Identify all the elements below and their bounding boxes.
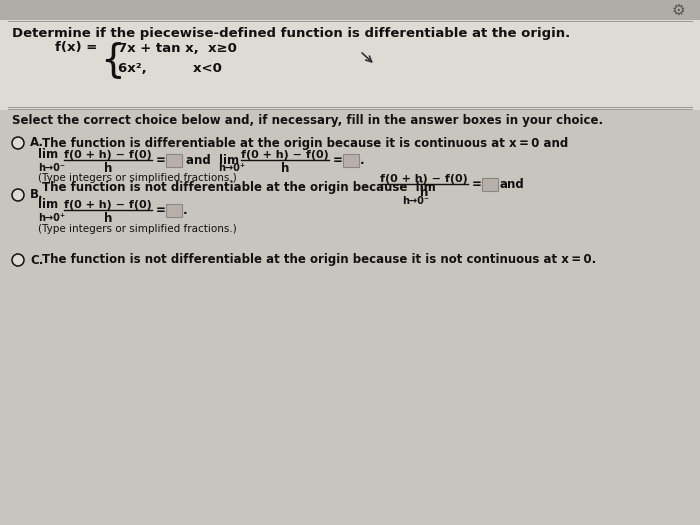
Text: The function is differentiable at the origin because it is continuous at x = 0 a: The function is differentiable at the or… — [42, 136, 568, 150]
Text: h: h — [281, 162, 289, 174]
Text: =: = — [156, 204, 166, 216]
FancyBboxPatch shape — [482, 178, 498, 191]
Text: h→0⁺: h→0⁺ — [218, 163, 245, 173]
FancyBboxPatch shape — [166, 154, 182, 167]
Text: f(0 + h) − f(0): f(0 + h) − f(0) — [380, 174, 468, 184]
Text: B.: B. — [30, 188, 43, 202]
Text: C.: C. — [30, 254, 43, 267]
Text: f(0 + h) − f(0): f(0 + h) − f(0) — [64, 200, 152, 210]
Text: ⚙: ⚙ — [671, 3, 685, 17]
Text: =: = — [472, 177, 482, 191]
Text: h→0⁻: h→0⁻ — [402, 196, 430, 206]
Text: lim: lim — [38, 198, 58, 212]
Text: .: . — [360, 153, 365, 166]
Text: 7x + tan x,  x≥0: 7x + tan x, x≥0 — [118, 43, 237, 56]
Text: The function is not differentiable at the origin because  lim: The function is not differentiable at th… — [42, 181, 435, 194]
Text: A.: A. — [30, 136, 44, 150]
Bar — [0, 20, 700, 110]
Text: (Type integers or simplified fractions.): (Type integers or simplified fractions.) — [38, 173, 237, 183]
Text: The function is not differentiable at the origin because it is not continuous at: The function is not differentiable at th… — [42, 254, 596, 267]
Text: h: h — [104, 162, 112, 174]
Text: h: h — [420, 185, 428, 198]
Text: and  lim: and lim — [186, 153, 239, 166]
Bar — [0, 0, 700, 20]
Text: f(x) =: f(x) = — [55, 40, 97, 54]
Text: f(0 + h) − f(0): f(0 + h) − f(0) — [64, 150, 152, 160]
Text: Determine if the piecewise-defined function is differentiable at the origin.: Determine if the piecewise-defined funct… — [12, 27, 570, 40]
Text: h→0⁻: h→0⁻ — [38, 163, 65, 173]
Text: .: . — [183, 204, 188, 216]
Text: =: = — [333, 153, 343, 166]
Text: f(0 + h) − f(0): f(0 + h) − f(0) — [241, 150, 329, 160]
Text: lim: lim — [38, 149, 58, 162]
Text: and: and — [500, 177, 525, 191]
Circle shape — [12, 137, 24, 149]
Text: h: h — [104, 212, 112, 225]
Text: h→0⁺: h→0⁺ — [38, 213, 65, 223]
Text: 6x²,          x<0: 6x², x<0 — [118, 61, 222, 75]
Circle shape — [12, 254, 24, 266]
Circle shape — [12, 189, 24, 201]
Text: Select the correct choice below and, if necessary, fill in the answer boxes in y: Select the correct choice below and, if … — [12, 114, 603, 127]
Text: {: { — [100, 41, 125, 79]
Text: =: = — [156, 153, 166, 166]
FancyBboxPatch shape — [343, 154, 359, 167]
FancyBboxPatch shape — [166, 204, 182, 217]
Text: (Type integers or simplified fractions.): (Type integers or simplified fractions.) — [38, 224, 237, 234]
